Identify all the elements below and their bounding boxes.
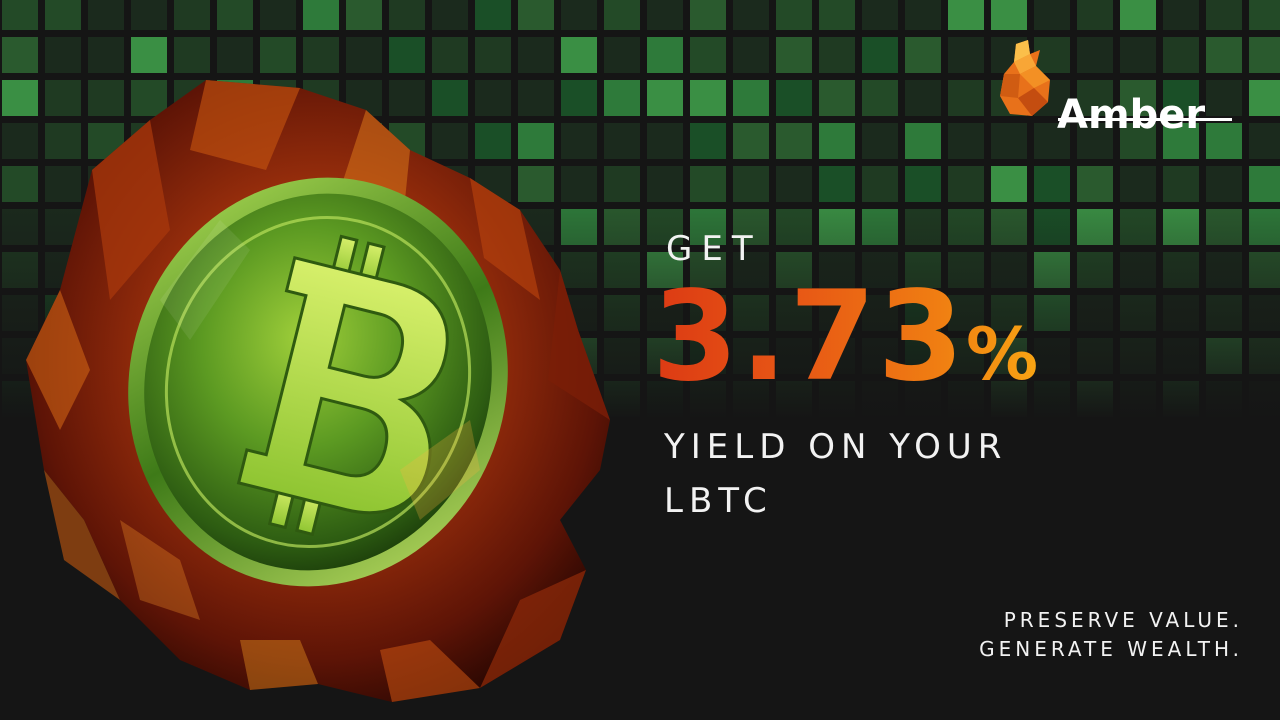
bitcoin-in-amber-icon: [26, 80, 610, 702]
yield-rate-percent: %: [965, 312, 1041, 396]
headline-line-2: LBTC: [664, 481, 773, 521]
tagline: PRESERVE VALUE. GENERATE WEALTH.: [979, 606, 1243, 664]
tagline-line-1: PRESERVE VALUE.: [1003, 608, 1243, 632]
headline-prefix: GET: [666, 229, 762, 269]
amber-wordmark: Amber: [1057, 92, 1206, 138]
yield-rate-value: 3.73: [652, 265, 966, 409]
logo-underline: [1058, 118, 1232, 121]
headline-line-1: YIELD ON YOUR: [664, 427, 1008, 467]
yield-rate: 3.73%: [652, 267, 1040, 424]
amber-gem-icon: [1000, 40, 1050, 116]
headline-subtext: YIELD ON YOUR LBTC: [664, 420, 1007, 528]
tagline-line-2: GENERATE WEALTH.: [979, 637, 1243, 661]
amber-logo: Amber: [996, 40, 1246, 138]
